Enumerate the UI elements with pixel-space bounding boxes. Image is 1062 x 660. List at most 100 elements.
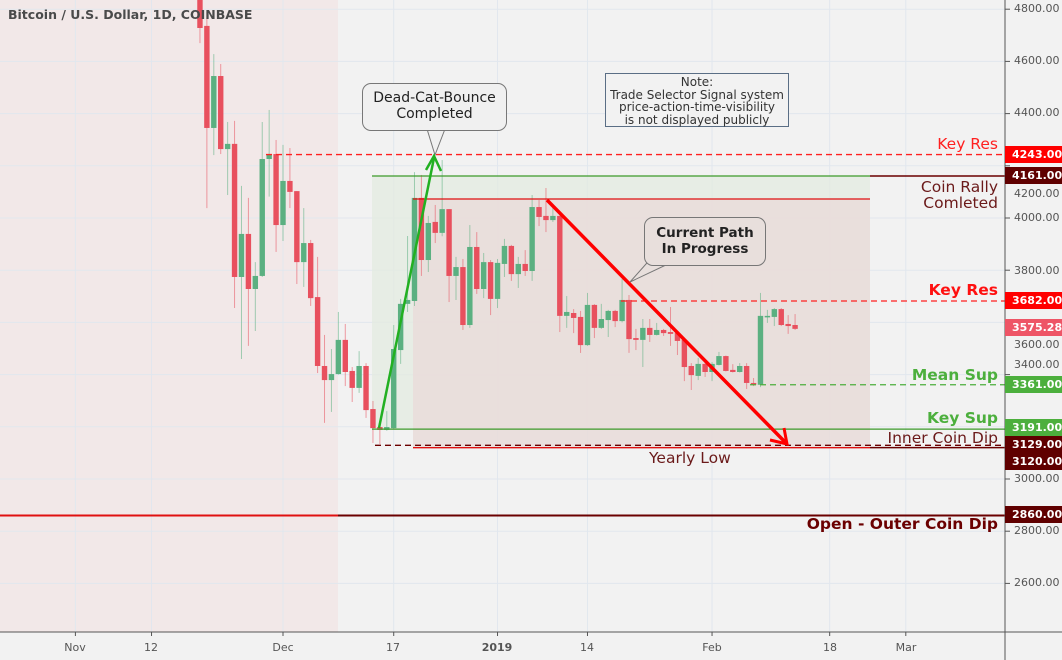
date-tick: Mar bbox=[895, 641, 917, 654]
price-tick: 4200.00 bbox=[1014, 187, 1060, 200]
candle-up bbox=[238, 233, 245, 277]
candle-down bbox=[647, 327, 653, 335]
candle-down bbox=[273, 154, 279, 226]
price-badge-yearly-low: 3120.00 bbox=[1005, 453, 1062, 470]
candle-down bbox=[570, 313, 577, 318]
price-tick: 3800.00 bbox=[1014, 264, 1060, 277]
date-tick: Dec bbox=[272, 641, 294, 654]
price-tick: 4400.00 bbox=[1014, 106, 1060, 119]
date-tick: 2019 bbox=[481, 641, 513, 654]
candle-down bbox=[536, 207, 542, 217]
candle-up bbox=[584, 304, 591, 346]
price-tick: 2800.00 bbox=[1014, 524, 1060, 537]
candle-down bbox=[660, 329, 667, 334]
candle-up bbox=[605, 310, 611, 321]
candle-down bbox=[543, 215, 549, 221]
candle-down bbox=[231, 143, 238, 277]
candle-down bbox=[591, 304, 598, 328]
date-tick: Nov bbox=[64, 641, 86, 654]
price-badge-coin-rally: 4161.00 bbox=[1005, 167, 1062, 184]
note-line3: price-action-time-visibility bbox=[618, 100, 776, 114]
candle-down bbox=[197, 0, 203, 28]
current-path-line1: Current Path bbox=[656, 225, 754, 241]
date-tick: 12 bbox=[144, 641, 158, 654]
candle-up bbox=[328, 374, 335, 381]
candle-up bbox=[467, 246, 473, 326]
candle-up bbox=[764, 315, 771, 318]
note-line2: Trade Selector Signal system bbox=[610, 87, 784, 102]
candle-up bbox=[259, 159, 265, 276]
candle-down bbox=[432, 221, 438, 233]
candle-down bbox=[750, 382, 757, 385]
key-res-upper-label: Key Res bbox=[937, 135, 998, 153]
candle-up bbox=[335, 339, 342, 375]
date-tick: Feb bbox=[702, 641, 722, 654]
candle-down bbox=[612, 310, 618, 322]
price-tick: 3600.00 bbox=[1014, 338, 1060, 351]
candle-down bbox=[294, 191, 300, 263]
candle-down bbox=[730, 369, 736, 372]
price-badge-inner-coin-dip: 3129.00 bbox=[1005, 436, 1062, 453]
note-box: Note: Trade Selector Signal system price… bbox=[605, 73, 789, 127]
candle-down bbox=[321, 365, 328, 381]
candle-down bbox=[522, 263, 528, 271]
candle-down bbox=[349, 370, 355, 388]
candle-up bbox=[391, 349, 397, 429]
candle-up bbox=[280, 180, 286, 226]
candle-up bbox=[564, 311, 570, 316]
candle-up bbox=[480, 262, 487, 289]
candle-up bbox=[301, 243, 307, 263]
price-badge-last: 3575.28 bbox=[1005, 319, 1062, 336]
candle-down bbox=[702, 363, 708, 372]
candle-down bbox=[688, 365, 694, 376]
note-line4: is not displayed publicly bbox=[624, 112, 770, 127]
date-tick: 17 bbox=[386, 641, 400, 654]
price-badge-key-sup: 3191.00 bbox=[1005, 419, 1062, 436]
chart-title: Bitcoin / U.S. Dollar, 1D, COINBASE bbox=[8, 7, 253, 22]
candle-up bbox=[211, 76, 217, 128]
dead-cat-bounce-callout: Dead-Cat-Bounce Completed bbox=[362, 83, 507, 131]
price-badge-outer-coin-dip: 2860.00 bbox=[1005, 506, 1062, 523]
candle-up bbox=[384, 427, 390, 430]
candle-up bbox=[494, 262, 501, 299]
dead-cat-line2: Completed bbox=[396, 106, 473, 122]
price-tick: 4600.00 bbox=[1014, 54, 1060, 67]
candle-down bbox=[363, 365, 369, 411]
candle-down bbox=[557, 215, 563, 316]
candle-down bbox=[667, 332, 674, 334]
candle-down bbox=[377, 427, 383, 430]
bounce-arrow bbox=[377, 157, 436, 429]
candle-down bbox=[792, 325, 798, 329]
candle-down bbox=[626, 299, 632, 340]
bounce-arrow-head bbox=[424, 153, 443, 172]
candle-down bbox=[633, 338, 639, 340]
candle-down bbox=[460, 267, 466, 326]
price-tick: 4800.00 bbox=[1014, 2, 1060, 15]
candle-down bbox=[508, 245, 515, 275]
candle-up bbox=[550, 215, 556, 221]
candle-down bbox=[723, 356, 729, 371]
inner-coin-dip-label: Inner Coin Dip bbox=[887, 429, 999, 447]
mean-sup-label: Mean Sup bbox=[911, 366, 998, 384]
candle-up bbox=[453, 267, 459, 276]
range-zone bbox=[413, 199, 870, 448]
candle-up bbox=[598, 319, 605, 328]
candle-up bbox=[653, 329, 660, 335]
candle-down bbox=[370, 409, 376, 429]
candle-up bbox=[619, 299, 625, 322]
price-tick: 3400.00 bbox=[1014, 358, 1060, 371]
candle-down bbox=[204, 25, 210, 128]
current-path-line2: In Progress bbox=[661, 241, 749, 257]
date-tick: 18 bbox=[823, 641, 837, 654]
current-path-arrow-head bbox=[769, 427, 789, 446]
coin-rally-label-2: Comleted bbox=[923, 194, 998, 212]
candle-down bbox=[487, 262, 494, 299]
candle-up bbox=[771, 309, 778, 317]
candle-up bbox=[356, 365, 362, 388]
candle-down bbox=[307, 243, 314, 299]
yearly-low-label: Yearly Low bbox=[649, 449, 731, 467]
outer-coin-dip-label: Open - Outer Coin Dip bbox=[806, 515, 998, 533]
price-tick: 3000.00 bbox=[1014, 472, 1060, 485]
date-tick: 14 bbox=[580, 641, 594, 654]
